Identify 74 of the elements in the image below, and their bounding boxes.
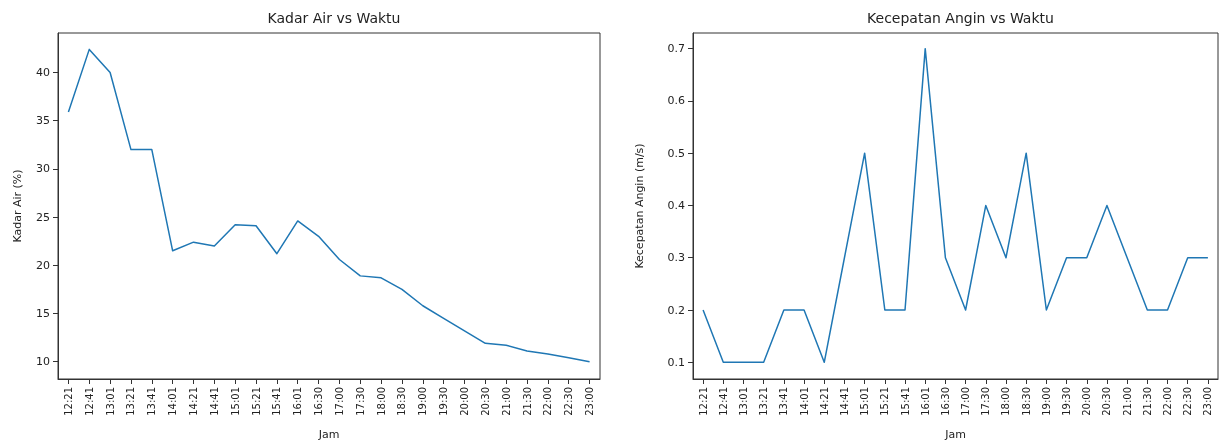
- x-tick-label: 20:00: [459, 387, 470, 416]
- chart-title: Kadar Air vs Waktu: [267, 10, 401, 26]
- y-tick-label: 30: [36, 162, 50, 176]
- x-tick-label: 13:01: [104, 387, 116, 416]
- x-tick-label: 15:21: [879, 387, 891, 416]
- y-tick-label: 35: [36, 114, 50, 128]
- x-tick-label: 18:00: [1000, 387, 1012, 416]
- x-tick-label: 21:00: [1121, 387, 1133, 416]
- x-tick-label: 12:21: [62, 387, 74, 416]
- x-tick-label: 14:41: [208, 387, 220, 416]
- y-tick-label: 0.4: [667, 198, 685, 212]
- y-tick-label: 15: [36, 306, 50, 320]
- y-tick-label: 40: [36, 66, 50, 80]
- x-tick-label: 21:00: [500, 387, 512, 416]
- x-tick-label: 16:30: [313, 387, 325, 416]
- x-tick-label: 14:01: [798, 387, 810, 416]
- line-series: [67, 48, 591, 363]
- x-tick-label: 12:41: [83, 387, 95, 416]
- x-tick-label: 13:21: [758, 387, 770, 416]
- x-tick-label: 15:01: [229, 387, 241, 416]
- x-tick-label: 21:30: [1141, 387, 1153, 416]
- x-tick-label: 13:41: [778, 387, 790, 416]
- x-tick-label: 15:21: [250, 387, 262, 416]
- x-tick-label: 13:41: [146, 387, 158, 416]
- x-tick-label: 15:41: [271, 387, 283, 416]
- y-tick-label: 0.2: [667, 303, 685, 317]
- x-tick-label: 13:01: [737, 387, 749, 416]
- x-tick-label: 17:30: [354, 387, 366, 416]
- x-tick-label: 21:30: [521, 387, 533, 416]
- x-axis-title: Jam: [317, 428, 340, 441]
- x-tick-label: 18:00: [375, 387, 387, 416]
- x-tick-label: 14:41: [838, 387, 850, 416]
- x-tick-label: 14:21: [188, 387, 199, 416]
- y-tick-label: 0.7: [667, 42, 685, 56]
- x-tick-label: 20:00: [1081, 387, 1093, 416]
- x-tick-label: 22:30: [563, 387, 575, 416]
- x-tick-label: 19:00: [417, 387, 429, 416]
- x-tick-label: 22:00: [1162, 387, 1174, 416]
- line-series: [702, 47, 1209, 364]
- x-tick-label: 15:01: [859, 387, 871, 416]
- x-tick-label: 23:00: [584, 387, 596, 416]
- y-axis-title: Kadar Air (%): [11, 169, 24, 243]
- x-tick-label: 12:21: [697, 387, 709, 416]
- y-tick-label: 20: [36, 258, 50, 272]
- x-tick-label: 12:41: [717, 387, 729, 416]
- x-tick-label: 16:01: [919, 387, 931, 416]
- x-tick-label: 19:30: [1061, 387, 1073, 416]
- x-tick-label: 17:00: [333, 387, 345, 416]
- y-tick-label: 0.6: [667, 94, 685, 108]
- y-axis-title: Kecepatan Angin (m/s): [633, 143, 646, 269]
- y-tick-label: 0.1: [667, 355, 685, 369]
- x-tick-label: 14:21: [818, 387, 830, 416]
- x-tick-label: 13:21: [125, 387, 137, 416]
- y-tick-label: 25: [36, 210, 50, 224]
- x-tick-label: 22:30: [1182, 387, 1194, 416]
- x-tick-label: 23:00: [1202, 387, 1214, 416]
- y-tick-label: 10: [36, 355, 50, 369]
- x-tick-label: 20:30: [479, 387, 491, 416]
- x-tick-label: 19:30: [438, 387, 450, 416]
- y-tick-label: 0.5: [667, 146, 685, 160]
- x-tick-label: 22:00: [542, 387, 554, 416]
- x-tick-label: 19:00: [1040, 387, 1052, 416]
- x-tick-label: 16:01: [292, 387, 304, 416]
- x-tick-label: 15:41: [899, 387, 911, 416]
- x-tick-label: 16:30: [939, 387, 951, 416]
- x-tick-label: 17:00: [960, 387, 972, 416]
- x-tick-label: 18:30: [1020, 387, 1032, 416]
- x-tick-label: 18:30: [396, 387, 408, 416]
- x-tick-label: 14:01: [167, 387, 179, 416]
- x-axis-title: Jam: [944, 428, 966, 441]
- y-tick-label: 0.3: [667, 251, 685, 265]
- x-tick-label: 17:30: [980, 387, 992, 416]
- x-tick-label: 20:30: [1101, 387, 1113, 416]
- chart-title: Kecepatan Angin vs Waktu: [867, 10, 1054, 26]
